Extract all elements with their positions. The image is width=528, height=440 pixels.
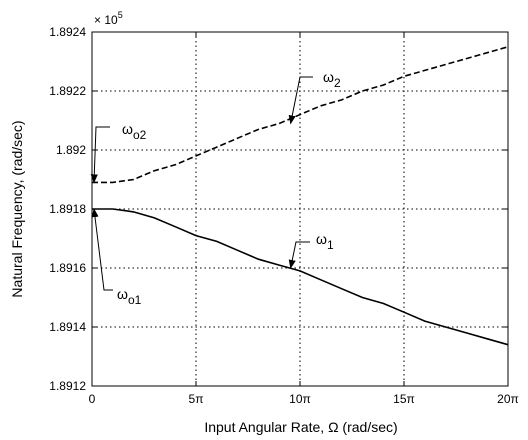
annotation-main: ω [117, 286, 128, 302]
y-tick-label: 1.8912 [49, 379, 86, 393]
y-tick-label: 1.8914 [49, 320, 86, 334]
series-lines [92, 46, 509, 346]
series-line-1 [92, 46, 509, 184]
annotation-label-3: ω1 [316, 231, 334, 252]
x-tick-label: 5π [189, 392, 204, 406]
axis-ticks: 0 5π 10π 15π 20π 1.8912 1.8914 1.8916 1.8918 1.89… [49, 25, 519, 406]
x-tick-label: 10π [289, 392, 311, 406]
y-tick-label: 1.8924 [49, 25, 86, 39]
annotation-label-2: ωo2 [122, 121, 147, 142]
annotation-main: ω [316, 231, 327, 247]
annotation-label-1: ω2 [323, 69, 341, 90]
annotation-arrow [91, 208, 113, 291]
y-tick-label: 1.8918 [49, 202, 86, 216]
x-tick-label: 15π [393, 392, 415, 406]
annotation-arrow [288, 241, 310, 269]
y-axis-multiplier-exponent: 5 [118, 10, 123, 20]
y-tick-label: 1.8916 [49, 261, 86, 275]
x-tick-label: 0 [89, 392, 96, 406]
grid-lines [92, 32, 508, 386]
annotation-arrow [288, 76, 313, 125]
annotation-label-4: ωo1 [117, 286, 142, 307]
x-tick-label: 20π [497, 392, 519, 406]
x-axis-label: Input Angular Rate, Ω (rad/sec) [204, 419, 397, 435]
annotation-subscript: 2 [334, 76, 341, 90]
y-tick-label: 1.892 [56, 143, 86, 157]
annotation-subscript: o1 [128, 293, 142, 307]
series-line-2 [92, 208, 509, 346]
y-axis-label: Natural Frequency, (rad/sec) [9, 120, 25, 297]
annotation-main: ω [122, 121, 133, 137]
annotation-main: ω [323, 69, 334, 85]
annotation-arrow [90, 126, 110, 184]
annotation-subscript: 1 [327, 238, 334, 252]
y-tick-label: 1.8922 [49, 84, 86, 98]
annotation-subscript: o2 [133, 128, 147, 142]
y-axis-multiplier: × 105 [94, 10, 123, 27]
